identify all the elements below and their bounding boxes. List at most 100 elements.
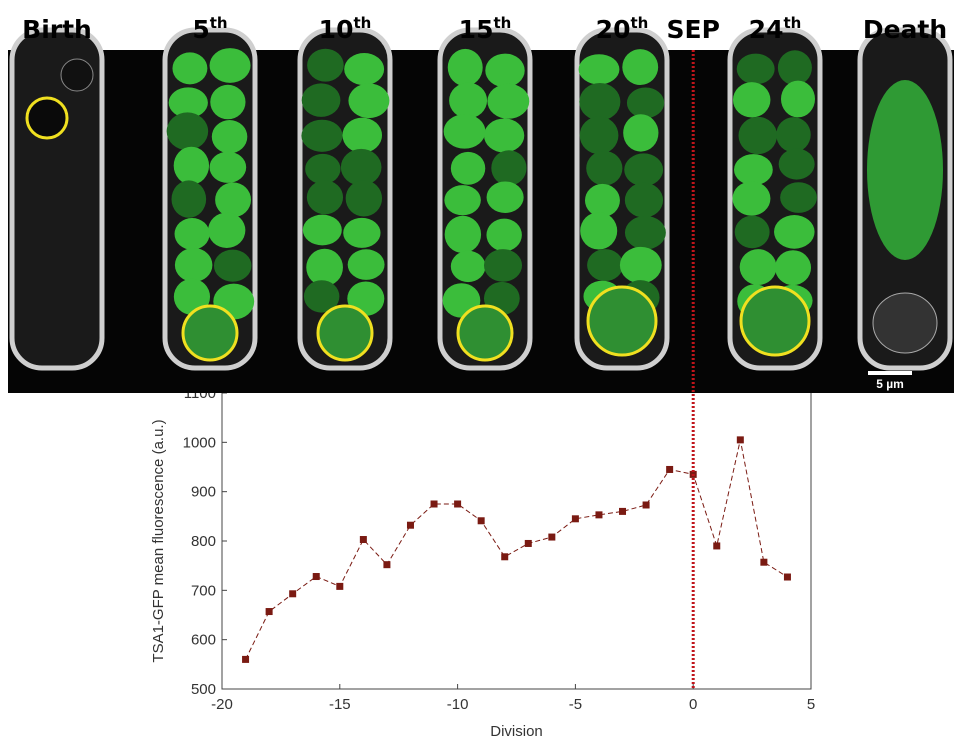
cell bbox=[168, 87, 208, 118]
panel-label: 24th bbox=[749, 14, 802, 44]
cell bbox=[303, 280, 340, 313]
data-point bbox=[642, 501, 650, 509]
data-point bbox=[595, 511, 603, 519]
scale-bar-label: 5 µm bbox=[876, 377, 904, 391]
data-point bbox=[477, 517, 485, 525]
cell bbox=[739, 249, 777, 285]
cell bbox=[173, 278, 211, 315]
cell bbox=[486, 181, 524, 213]
data-point bbox=[524, 539, 532, 547]
panel-label-sup: th bbox=[783, 14, 801, 32]
mother-cell bbox=[586, 285, 658, 357]
cell bbox=[166, 112, 209, 151]
cell bbox=[734, 154, 773, 186]
y-tick-label: 800 bbox=[191, 533, 216, 550]
cell bbox=[343, 217, 381, 248]
data-point bbox=[454, 500, 462, 508]
panel-label-text: Birth bbox=[22, 15, 92, 44]
data-point bbox=[736, 436, 744, 444]
panel-label-text: 24 bbox=[749, 15, 784, 44]
x-axis-label: Division bbox=[490, 723, 543, 738]
cell bbox=[301, 119, 343, 152]
cell bbox=[443, 114, 486, 149]
data-point bbox=[430, 500, 438, 508]
data-point bbox=[760, 558, 768, 566]
cell bbox=[209, 48, 251, 83]
cell bbox=[450, 151, 486, 185]
cell bbox=[172, 52, 208, 85]
cell bbox=[344, 53, 385, 86]
cell bbox=[486, 218, 522, 252]
cell bbox=[174, 247, 213, 282]
cell bbox=[306, 248, 343, 287]
cell bbox=[624, 182, 664, 218]
series-line bbox=[245, 439, 788, 660]
mother-cell bbox=[25, 96, 69, 140]
cell bbox=[776, 117, 811, 153]
cell bbox=[483, 249, 523, 282]
cell bbox=[624, 215, 666, 250]
mother-cell bbox=[316, 304, 374, 362]
y-axis-label: TSA1-GFP mean fluorescence (a.u.) bbox=[150, 419, 167, 662]
cell bbox=[210, 84, 246, 120]
cell bbox=[578, 54, 620, 85]
data-point bbox=[783, 573, 791, 581]
panel-label-sup: th bbox=[210, 14, 228, 32]
panel-label-text: 5 bbox=[192, 15, 209, 44]
cell bbox=[444, 185, 481, 216]
panel-label-sup: th bbox=[493, 14, 511, 32]
cell bbox=[174, 218, 210, 250]
data-point bbox=[666, 465, 674, 473]
cell bbox=[626, 87, 665, 119]
cell bbox=[734, 215, 770, 249]
panel-label: 15th bbox=[459, 14, 512, 44]
x-tick-label: -10 bbox=[447, 696, 469, 713]
cell bbox=[872, 292, 938, 354]
data-point bbox=[501, 553, 509, 561]
cell bbox=[736, 53, 775, 85]
cell bbox=[208, 212, 246, 249]
data-point bbox=[265, 608, 273, 616]
cell bbox=[301, 83, 341, 117]
cell bbox=[777, 50, 812, 86]
data-point bbox=[619, 507, 627, 515]
cell bbox=[345, 180, 383, 217]
cell bbox=[450, 250, 486, 283]
cell bbox=[347, 249, 385, 280]
data-point bbox=[242, 655, 250, 663]
cell bbox=[484, 118, 525, 153]
panel-label: 20th bbox=[596, 14, 649, 44]
data-point bbox=[548, 533, 556, 541]
data-point bbox=[359, 536, 367, 544]
mother-cell bbox=[181, 304, 239, 362]
cell bbox=[586, 150, 623, 186]
panel-label-text: 20 bbox=[596, 15, 631, 44]
cell bbox=[306, 180, 344, 215]
cell bbox=[580, 212, 618, 250]
data-point bbox=[383, 561, 391, 569]
separator-label: SEP bbox=[666, 15, 719, 44]
x-tick-label: -20 bbox=[211, 696, 233, 713]
panel-label: Birth bbox=[22, 15, 92, 44]
data-point bbox=[312, 573, 320, 581]
cell bbox=[619, 246, 662, 284]
cell bbox=[732, 82, 771, 118]
cell bbox=[867, 80, 943, 260]
x-tick-label: -15 bbox=[329, 696, 351, 713]
panel-label-text: 10 bbox=[319, 15, 354, 44]
cell bbox=[579, 116, 619, 155]
cell bbox=[444, 215, 482, 254]
panel-label-sup: th bbox=[353, 14, 371, 32]
cell bbox=[171, 180, 207, 218]
data-point bbox=[289, 590, 297, 598]
data-point bbox=[336, 582, 344, 590]
cell bbox=[209, 151, 247, 183]
cell bbox=[579, 82, 621, 121]
micrographs bbox=[8, 27, 954, 393]
data-point bbox=[571, 515, 579, 523]
cell bbox=[485, 53, 525, 88]
cell bbox=[173, 146, 210, 185]
